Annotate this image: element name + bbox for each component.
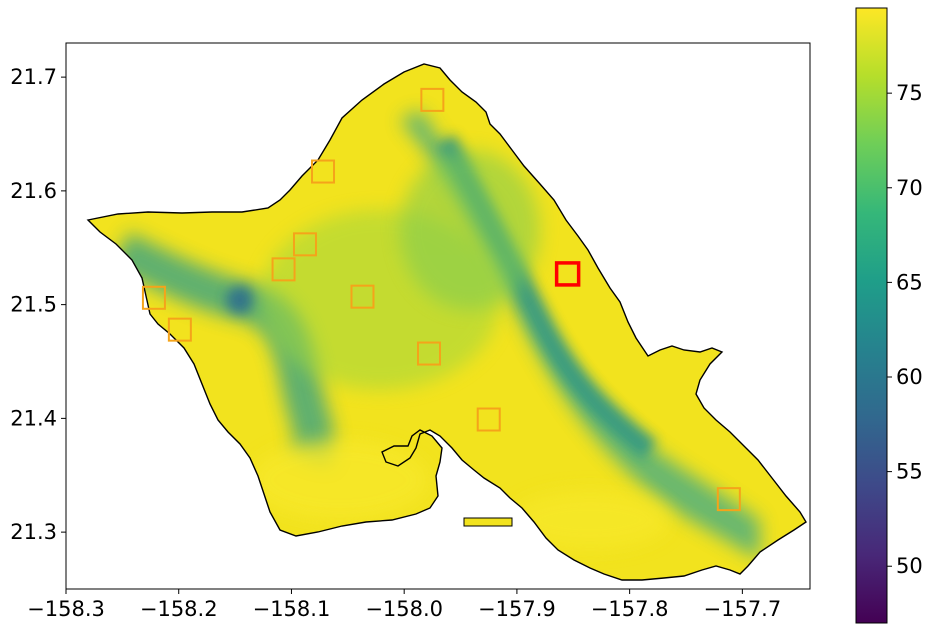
station-marker[interactable] [271, 257, 296, 282]
colorbar [855, 7, 888, 624]
y-tick-label: 21.7 [10, 65, 57, 89]
x-tick-label: −158.3 [27, 597, 105, 621]
x-tick-label: −157.7 [704, 597, 782, 621]
station-marker[interactable] [141, 285, 166, 310]
colorbar-tick-label: 60 [896, 365, 923, 389]
station-marker[interactable] [311, 159, 336, 184]
x-tick-label: −158.2 [140, 597, 218, 621]
harbor-patch [463, 517, 513, 527]
x-tick-label: −157.8 [591, 597, 669, 621]
colorbar-tick-label: 55 [896, 460, 923, 484]
station-marker[interactable] [167, 317, 192, 342]
x-tick-label: −158.1 [253, 597, 331, 621]
x-axis-ticks: −158.3 −158.2 −158.1 −158.0 −157.9 −157.8 −157… [27, 589, 781, 621]
colorbar-ticks: 50 55 60 65 70 75 [887, 81, 923, 578]
y-axis-ticks: 21.3 21.4 21.5 21.6 21.7 [10, 65, 66, 544]
highlighted-station-marker[interactable] [554, 261, 581, 287]
colorbar-tick-label: 75 [896, 81, 923, 105]
station-marker[interactable] [292, 232, 317, 257]
y-tick-label: 21.5 [10, 293, 57, 317]
colorbar-tick-label: 50 [896, 554, 923, 578]
station-marker[interactable] [420, 87, 445, 112]
y-tick-label: 21.6 [10, 179, 57, 203]
station-marker[interactable] [476, 407, 501, 432]
station-marker[interactable] [350, 284, 375, 309]
station-markers [141, 87, 741, 512]
x-tick-label: −157.9 [478, 597, 556, 621]
colorbar-tick-label: 65 [896, 270, 923, 294]
x-tick-label: −158.0 [365, 597, 443, 621]
y-tick-label: 21.4 [10, 406, 57, 430]
colorbar-tick-label: 70 [896, 176, 923, 200]
y-tick-label: 21.3 [10, 520, 57, 544]
station-marker[interactable] [416, 341, 441, 366]
station-marker[interactable] [716, 487, 741, 512]
